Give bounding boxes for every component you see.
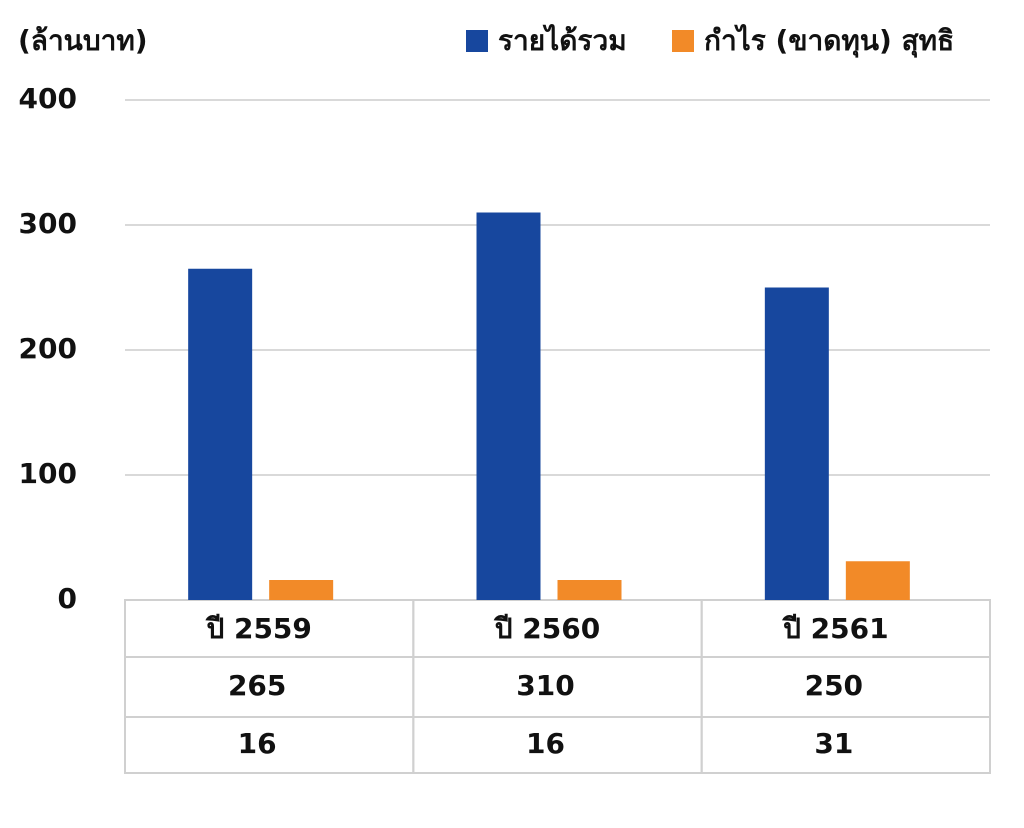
table-value: 265 xyxy=(228,669,286,702)
table-cell xyxy=(700,716,992,774)
legend-label: กำไร (ขาดทุน) สุทธิ xyxy=(704,24,954,58)
legend-swatch xyxy=(466,30,488,52)
bar xyxy=(269,580,334,600)
table-value: 250 xyxy=(805,669,863,702)
bar xyxy=(764,287,829,600)
table-value: 16 xyxy=(526,727,565,760)
bar xyxy=(845,561,910,600)
x-tick-label: ปี 2561 xyxy=(781,612,888,645)
bar xyxy=(476,212,541,600)
y-tick-label: 300 xyxy=(19,207,77,240)
table-value: 310 xyxy=(516,669,574,702)
bar xyxy=(188,268,253,600)
y-tick-label: 200 xyxy=(19,332,77,365)
x-tick-label: ปี 2559 xyxy=(204,612,311,645)
y-tick-label: 100 xyxy=(19,457,77,490)
bar xyxy=(557,580,622,600)
table-value: 31 xyxy=(814,727,853,760)
legend-label: รายได้รวม xyxy=(498,24,627,57)
table-value: 16 xyxy=(238,727,277,760)
y-tick-label: 0 xyxy=(58,582,77,615)
y-tick-label: 400 xyxy=(19,82,77,115)
legend-swatch xyxy=(672,30,694,52)
x-tick-label: ปี 2560 xyxy=(493,612,600,645)
y-axis-label: (ล้านบาท) xyxy=(18,24,148,57)
